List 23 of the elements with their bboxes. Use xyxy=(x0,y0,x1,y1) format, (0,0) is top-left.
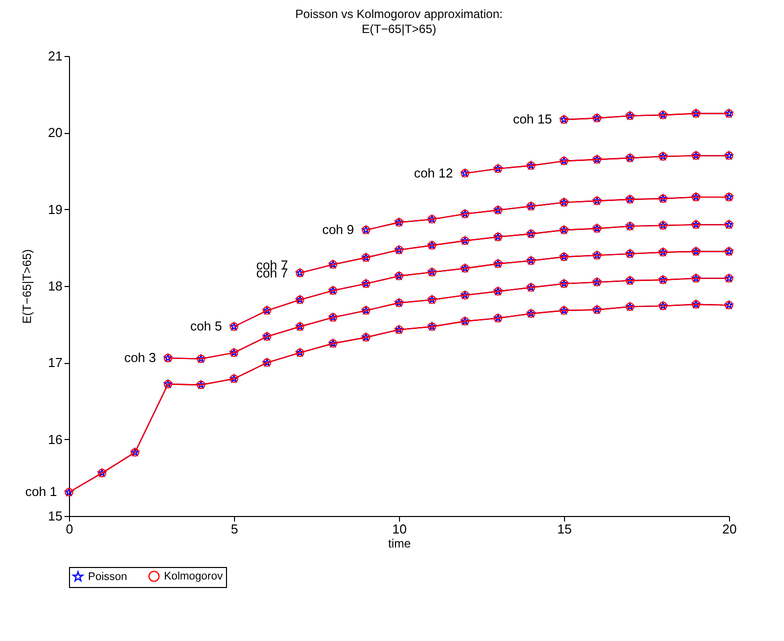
y-tick-label: 15 xyxy=(48,508,62,524)
chart-title: Poisson vs Kolmogorov approximation: E(T−65|T>65) xyxy=(295,7,503,36)
annotation: coh 15 xyxy=(512,112,552,127)
x-tick-label: 20 xyxy=(722,522,737,536)
y-axis-title: E(T−65|T>65) xyxy=(20,249,34,324)
annotation: coh 12 xyxy=(414,165,453,180)
x-axis-title: time xyxy=(388,536,412,550)
legend-label: Poisson xyxy=(88,570,128,583)
y-tick-label: 16 xyxy=(48,432,62,447)
y-tick-label: 17 xyxy=(48,355,62,370)
y-tick-label: 20 xyxy=(48,125,62,140)
annotation: coh 1 xyxy=(25,484,57,500)
legend-label: Kolmogorov xyxy=(164,570,224,582)
annotation: coh 5 xyxy=(190,318,222,334)
x-tick-label: 15 xyxy=(557,522,572,536)
x-tick-label: 5 xyxy=(230,522,238,536)
annotation: coh 9 xyxy=(322,222,354,238)
y-tick-label: 18 xyxy=(48,278,62,294)
x-tick-label: 0 xyxy=(66,522,74,536)
y-tick-label: 21 xyxy=(48,48,62,64)
x-tick-label: 10 xyxy=(392,522,407,536)
y-tick-label: 19 xyxy=(48,202,62,217)
annotation: coh 3 xyxy=(124,350,156,366)
